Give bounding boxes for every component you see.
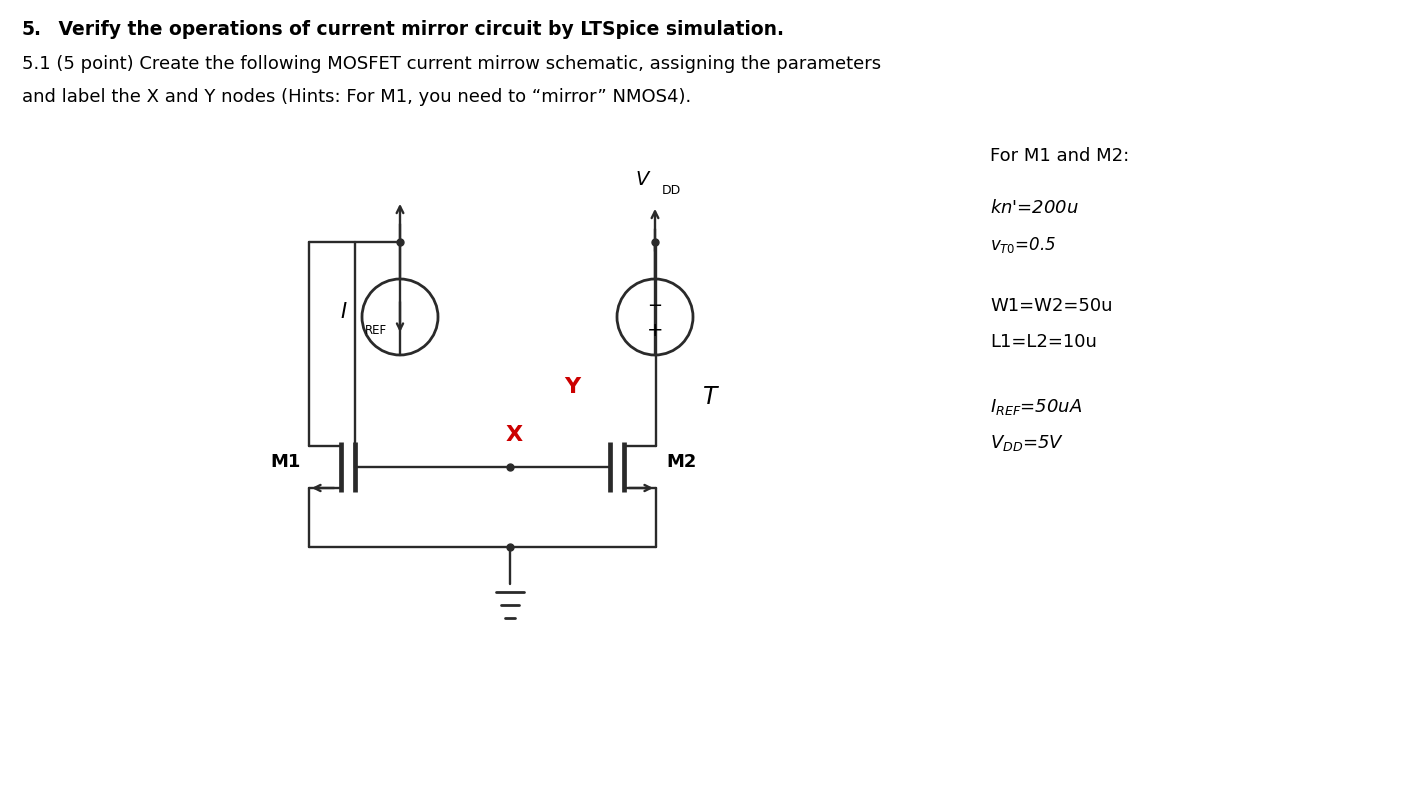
Text: Verify the operations of current mirror circuit by LTSpice simulation.: Verify the operations of current mirror … — [52, 20, 784, 39]
Text: $v_{T0}$=0.5: $v_{T0}$=0.5 — [990, 235, 1056, 255]
Text: −: − — [648, 297, 662, 315]
Text: 5.: 5. — [23, 20, 43, 39]
Text: REF: REF — [364, 323, 387, 337]
Text: X: X — [505, 425, 523, 445]
Text: For M1 and M2:: For M1 and M2: — [990, 147, 1129, 165]
Text: $\mathit{T}$: $\mathit{T}$ — [702, 385, 720, 409]
Text: 5.1 (5 point) Create the following MOSFET current mirrow schematic, assigning th: 5.1 (5 point) Create the following MOSFE… — [23, 55, 881, 73]
Text: $I$: $I$ — [340, 302, 347, 322]
Text: L1=L2=10u: L1=L2=10u — [990, 333, 1098, 351]
Text: DD: DD — [662, 184, 681, 197]
Text: $I_{REF}$=50uA: $I_{REF}$=50uA — [990, 397, 1082, 417]
Text: $kn$'=200u: $kn$'=200u — [990, 199, 1079, 217]
Text: Y: Y — [564, 377, 580, 397]
Text: $V_{DD}$=5V: $V_{DD}$=5V — [990, 433, 1064, 453]
Text: M1: M1 — [271, 453, 301, 471]
Text: $V$: $V$ — [634, 170, 651, 189]
Text: and label the X and Y nodes (Hints: For M1, you need to “mirror” NMOS4).: and label the X and Y nodes (Hints: For … — [23, 88, 691, 106]
Text: M2: M2 — [666, 453, 696, 471]
Text: W1=W2=50u: W1=W2=50u — [990, 297, 1113, 315]
Text: +: + — [647, 321, 664, 339]
